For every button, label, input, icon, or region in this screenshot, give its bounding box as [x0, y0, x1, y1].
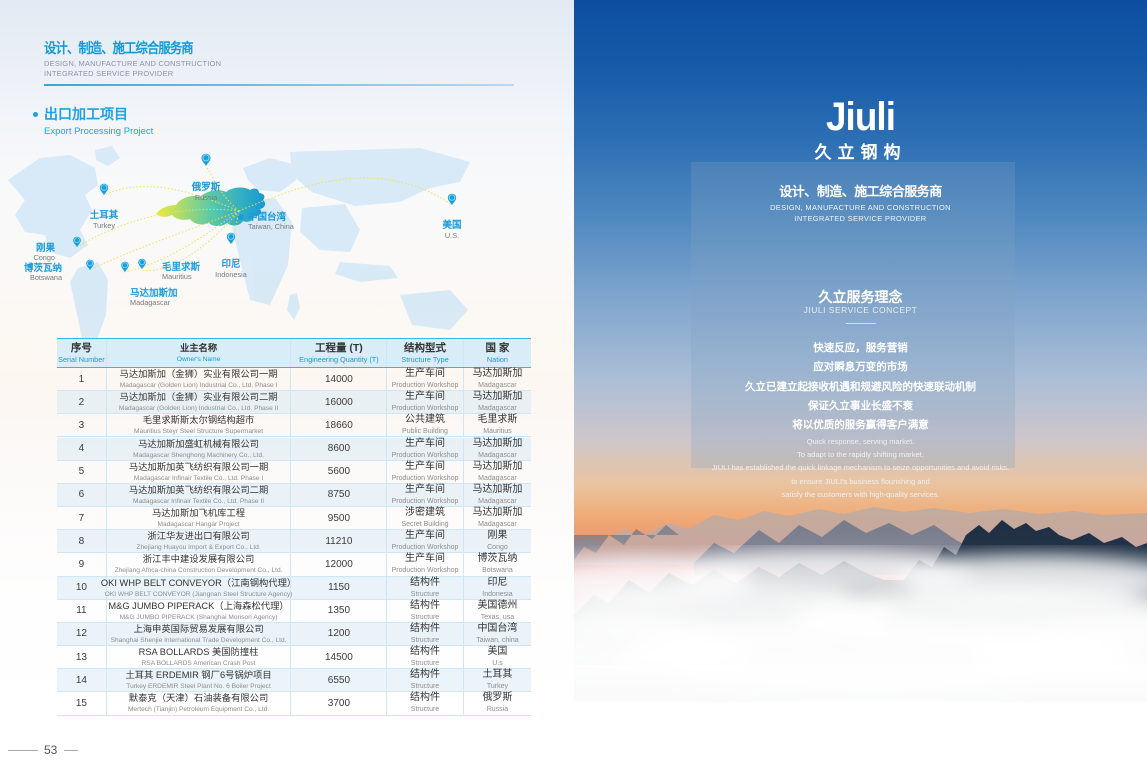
svg-text:俄罗斯: 俄罗斯	[191, 181, 221, 193]
svg-text:土耳其: 土耳其	[90, 209, 119, 221]
svg-text:印尼: 印尼	[221, 258, 240, 270]
svg-text:Mauritius: Mauritius	[162, 272, 192, 281]
svg-text:Madagascar: Madagascar	[130, 298, 171, 307]
svg-text:U.S.: U.S.	[445, 231, 459, 240]
svg-text:Indonesia: Indonesia	[215, 270, 248, 279]
svg-text:Turkey: Turkey	[93, 221, 115, 230]
svg-text:Botswana: Botswana	[30, 273, 63, 282]
svg-text:美国: 美国	[441, 219, 461, 231]
svg-text:Taiwan, China: Taiwan, China	[248, 222, 295, 231]
svg-text:Russia: Russia	[195, 193, 218, 202]
svg-text:Congo: Congo	[33, 253, 55, 262]
